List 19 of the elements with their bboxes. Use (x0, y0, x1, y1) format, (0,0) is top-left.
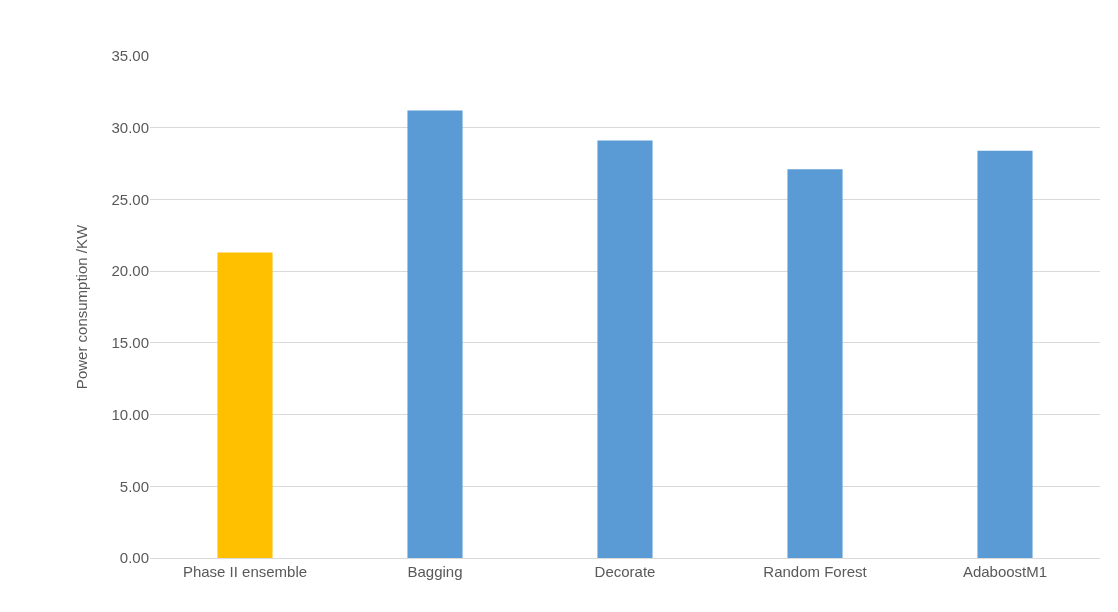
y-tick-label: 35.00 (111, 47, 149, 65)
bar (977, 150, 1033, 558)
bar (407, 110, 463, 558)
bar (787, 169, 843, 558)
y-tick-label: 30.00 (111, 118, 149, 136)
y-tick-label: 0.00 (119, 549, 149, 567)
y-tick-label: 15.00 (111, 334, 149, 352)
bar (217, 252, 273, 558)
y-axis-title: Power consumption /KW (72, 224, 90, 390)
y-tick-label: 20.00 (111, 262, 149, 280)
bar (597, 140, 653, 558)
y-tick-label: 10.00 (111, 405, 149, 423)
x-tick-label: Bagging (407, 563, 463, 580)
x-tick-label: Decorate (594, 563, 656, 580)
x-tick-label: AdaboostM1 (962, 563, 1048, 580)
y-tick-label: 25.00 (111, 190, 149, 208)
x-tick-label: Random Forest (763, 563, 868, 580)
y-tick-label: 5.00 (119, 477, 149, 495)
x-tick-label: Phase II ensemble (182, 563, 308, 580)
